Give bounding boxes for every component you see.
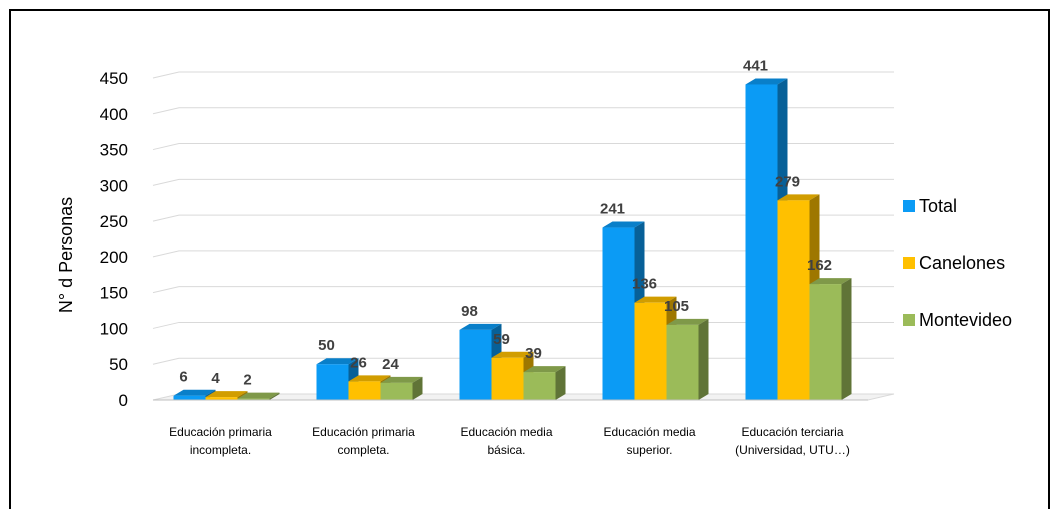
bar-side: [698, 318, 709, 400]
y-tick-label: 50: [109, 355, 128, 374]
bar-top: [173, 389, 216, 396]
bar-top: [523, 366, 566, 373]
bar-side: [269, 392, 280, 400]
bar-montevideo-0: [237, 392, 280, 400]
data-label: 162: [807, 257, 832, 274]
y-tick-label: 0: [119, 391, 128, 410]
bars: [173, 78, 852, 400]
bar-front: [777, 200, 810, 400]
data-label: 39: [525, 345, 542, 362]
data-label: 241: [600, 201, 625, 218]
chart-frame: [9, 9, 1050, 509]
data-label: 24: [382, 356, 399, 373]
y-tick-label: 400: [100, 105, 128, 124]
x-tick-label: Educación terciaria: [741, 425, 843, 439]
data-label: 2: [243, 372, 251, 389]
y-tick-label: 450: [100, 69, 128, 88]
legend: Total Canelones Montevideo: [903, 196, 1012, 330]
x-tick-label: Educación media: [603, 425, 695, 439]
data-label: 105: [664, 298, 689, 315]
x-tick-label: Educación media: [460, 425, 552, 439]
bar-top: [809, 278, 852, 285]
x-tick-label: completa.: [337, 443, 389, 457]
bar-top: [491, 351, 534, 358]
gridline: [152, 286, 894, 294]
bar-top: [745, 78, 788, 85]
y-tick-label: 300: [100, 176, 128, 195]
legend-label: Canelones: [919, 253, 1005, 273]
gridline: [152, 250, 894, 258]
legend-label: Total: [919, 196, 957, 216]
gridline: [152, 178, 894, 186]
bar-front: [745, 84, 778, 400]
bar-front: [491, 357, 524, 400]
data-label: 136: [632, 276, 657, 293]
x-tick-label: básica.: [487, 443, 525, 457]
bar-top: [602, 221, 645, 228]
bar-total-4: [745, 78, 788, 400]
gridline: [152, 143, 894, 151]
bar-montevideo-2: [523, 366, 566, 400]
gridline: [152, 71, 894, 79]
bar-top: [316, 358, 359, 365]
bar-side: [555, 366, 566, 400]
bar-front: [237, 398, 270, 400]
legend-swatch: [903, 314, 915, 326]
bar-canelones-4: [777, 194, 820, 400]
data-labels: 6 4 2 50 26 24 98 59 39 241 136 105 441 279 162: [179, 57, 832, 388]
y-tick-label: 250: [100, 212, 128, 231]
x-tick-label: (Universidad, UTU…): [735, 443, 850, 457]
x-tick-label: Educación primaria: [169, 425, 272, 439]
y-tick-label: 150: [100, 284, 128, 303]
bar-top: [634, 296, 677, 303]
data-label: 441: [743, 57, 768, 74]
x-tick-label: superior.: [626, 443, 672, 457]
bar-front: [380, 382, 413, 400]
data-label: 279: [775, 173, 800, 190]
data-label: 59: [493, 331, 510, 348]
bar-top: [459, 323, 502, 330]
x-tick-label: Educación primaria: [312, 425, 415, 439]
bar-top: [205, 391, 248, 398]
legend-label: Montevideo: [919, 310, 1012, 330]
y-tick-label: 350: [100, 141, 128, 160]
bar-front: [634, 302, 667, 400]
bar-front: [809, 284, 842, 400]
bar-montevideo-3: [666, 318, 709, 400]
bar-montevideo-1: [380, 376, 423, 400]
bar-front: [459, 329, 492, 400]
bar-front: [666, 324, 699, 400]
data-label: 4: [211, 370, 220, 387]
bar-top: [777, 194, 820, 201]
legend-swatch: [903, 200, 915, 212]
bar-montevideo-4: [809, 278, 852, 400]
y-tick-label: 100: [100, 319, 128, 338]
bar-top: [666, 318, 709, 325]
x-tick-label: incompleta.: [190, 443, 251, 457]
data-label: 98: [461, 303, 478, 320]
bar-front: [173, 395, 206, 400]
y-axis-title: N° d Personas: [56, 197, 76, 313]
bar-front: [205, 397, 238, 400]
data-label: 6: [179, 369, 187, 386]
bar-front: [316, 364, 349, 400]
data-label: 26: [350, 354, 367, 371]
bar-top: [348, 375, 391, 382]
data-label: 50: [318, 337, 335, 354]
gridline: [152, 214, 894, 222]
bar-top: [380, 376, 423, 383]
y-tick-label: 200: [100, 248, 128, 267]
bar-front: [523, 372, 556, 400]
bar-top: [237, 392, 280, 399]
gridline: [152, 107, 894, 115]
bar-front: [348, 381, 381, 400]
bar-side: [841, 278, 852, 400]
bar-front: [602, 227, 635, 400]
bar-side: [412, 376, 423, 400]
legend-swatch: [903, 257, 915, 269]
